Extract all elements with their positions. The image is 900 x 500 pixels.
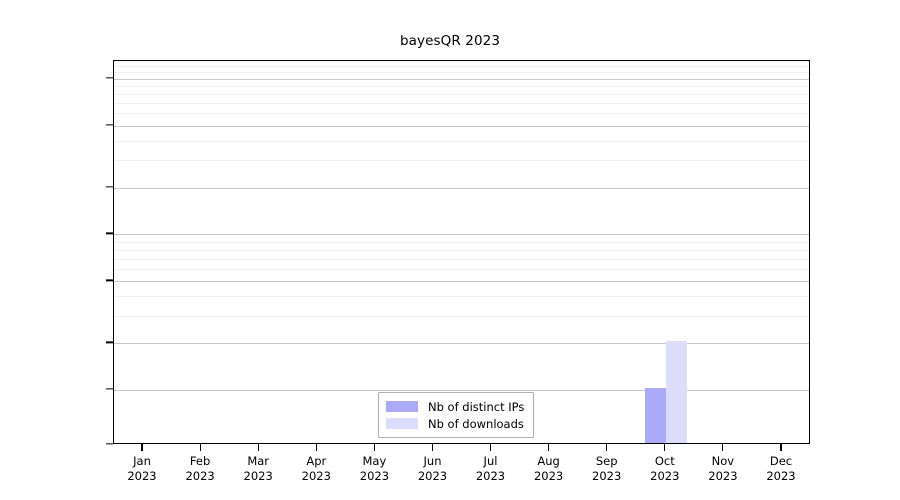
plot-area — [113, 60, 810, 444]
gridline-minor — [114, 102, 809, 104]
gridline-minor — [114, 72, 809, 74]
gridline-major — [114, 234, 809, 236]
gridlines — [114, 61, 809, 443]
x-tick-label-month: Sep — [595, 454, 618, 468]
gridline-major — [114, 78, 809, 80]
gridline-major — [114, 125, 809, 127]
legend-item[interactable]: Nb of downloads — [386, 415, 524, 432]
gridline-major — [114, 281, 809, 283]
gridline-minor — [114, 187, 809, 189]
gridline-minor — [114, 343, 809, 345]
x-tick-label-month: Mar — [247, 454, 270, 468]
y-tick-mark — [106, 185, 113, 188]
gridline-major — [114, 343, 809, 345]
x-tick-mark — [489, 444, 492, 451]
x-tick-mark — [257, 444, 259, 451]
x-tick-label-year: 2023 — [301, 469, 331, 483]
x-tick-label-month: Apr — [306, 454, 327, 468]
gridline-major — [114, 390, 809, 392]
gridline-minor — [114, 249, 809, 251]
x-tick-label-month: Jul — [483, 454, 498, 468]
y-tick-mark — [106, 77, 113, 79]
x-tick-label-year: 2023 — [766, 469, 796, 483]
x-tick-mark — [431, 444, 434, 451]
x-tick-label: Oct 2023 — [650, 454, 679, 484]
legend-label: Nb of distinct IPs — [428, 399, 525, 414]
bar-nb-of-downloads — [665, 341, 687, 443]
gridline-minor — [114, 296, 809, 298]
x-tick-label-month: Nov — [711, 454, 735, 468]
legend-label: Nb of downloads — [428, 416, 524, 431]
x-tick-label: Dec 2023 — [766, 454, 795, 484]
legend-swatch-icon — [386, 401, 418, 412]
y-tick-mark — [106, 123, 113, 126]
x-tick-mark — [722, 444, 724, 451]
x-tick-mark — [780, 444, 782, 451]
legend-swatch-icon — [386, 418, 418, 429]
gridline-minor — [114, 315, 809, 317]
x-tick-mark — [606, 444, 608, 451]
y-tick-mark — [106, 388, 113, 390]
chart-title: bayesQR 2023 — [399, 33, 501, 49]
x-tick-label-year: 2023 — [650, 469, 680, 483]
x-tick-label-month: May — [362, 454, 387, 468]
x-tick-label-year: 2023 — [708, 469, 738, 483]
gridline-minor — [114, 241, 809, 243]
x-tick-label-month: Dec — [769, 454, 793, 468]
x-tick-label: Feb 2023 — [185, 454, 214, 484]
gridline-minor — [114, 85, 809, 87]
y-tick-mark — [106, 443, 113, 445]
chart-legend[interactable]: Nb of distinct IPs Nb of downloads — [378, 392, 535, 438]
x-tick-label: Mar 2023 — [244, 454, 273, 484]
gridline-minor — [114, 93, 809, 95]
x-tick-label-year: 2023 — [533, 469, 564, 483]
x-tick-label: Jul 2023 — [476, 454, 505, 484]
x-tick-mark — [141, 444, 143, 451]
x-tick-mark — [548, 444, 550, 451]
x-tick-label-year: 2023 — [592, 469, 622, 483]
x-tick-label: Sep 2023 — [592, 454, 621, 484]
x-tick-label-month: Feb — [189, 454, 211, 468]
gridline-minor — [114, 113, 809, 115]
gridline-major — [114, 187, 809, 189]
x-tick-label-year: 2023 — [359, 469, 390, 483]
x-tick-label-month: Oct — [654, 454, 675, 468]
bars-layer — [114, 61, 809, 443]
x-tick-label: Apr 2023 — [302, 454, 331, 484]
x-tick-label: May 2023 — [360, 454, 389, 484]
gridline-minor — [114, 160, 809, 162]
x-tick-label-month: Jan — [133, 454, 151, 468]
x-tick-mark — [664, 444, 666, 451]
x-tick-label: Nov 2023 — [708, 454, 737, 484]
x-tick-label-month: Jun — [423, 454, 442, 468]
gridline-minor — [114, 125, 809, 127]
gridline-minor — [114, 269, 809, 270]
gridline-minor — [114, 140, 809, 142]
x-tick-label-year: 2023 — [243, 469, 273, 483]
x-tick-label-year: 2023 — [417, 469, 448, 483]
x-tick-label-year: 2023 — [475, 469, 506, 483]
y-tick-mark — [106, 279, 113, 281]
gridline-minor — [114, 258, 809, 260]
y-tick-mark — [106, 232, 113, 235]
x-tick-mark — [199, 444, 201, 451]
gridline-minor — [114, 61, 809, 62]
x-tick-label: Jan 2023 — [127, 454, 156, 484]
y-tick-mark — [106, 341, 113, 343]
legend-item[interactable]: Nb of distinct IPs — [386, 398, 524, 415]
bar-nb-of-distinct-ips — [644, 388, 666, 443]
gridline-minor — [114, 66, 809, 68]
x-tick-label-month: Aug — [537, 454, 560, 468]
x-tick-label-year: 2023 — [127, 469, 157, 483]
gridline-minor — [114, 281, 809, 283]
x-tick-label-year: 2023 — [185, 469, 215, 483]
x-tick-mark — [315, 444, 317, 451]
x-tick-label: Jun 2023 — [418, 454, 447, 484]
x-tick-label: Aug 2023 — [534, 454, 563, 484]
x-tick-mark — [373, 444, 375, 451]
